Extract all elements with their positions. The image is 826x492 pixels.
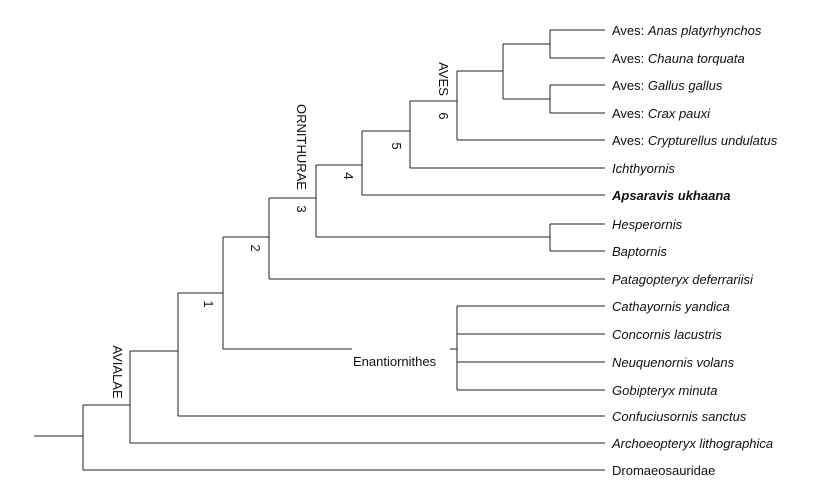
- node-numbers: 1 2 3 4 5 6: [201, 112, 451, 307]
- leaf-label: Cathayornis yandica: [612, 299, 730, 314]
- leaf-label: Concornis lacustris: [612, 327, 722, 342]
- clade-labels: AVIALAE ORNITHURAE AVES Enantiornithes: [110, 62, 451, 399]
- leaf-label-highlighted: Apsaravis ukhaana: [611, 188, 731, 203]
- node-number-1: 1: [201, 300, 216, 307]
- node-number-2: 2: [248, 244, 263, 251]
- leaf-label: Neuquenornis volans: [612, 355, 735, 370]
- leaf-label: Hesperornis: [612, 217, 683, 232]
- leaf-label: Aves: Anas platyrhynchos: [612, 23, 762, 38]
- leaf-label: Aves: Chauna torquata: [612, 51, 745, 66]
- leaf-label: Aves: Gallus gallus: [612, 78, 723, 93]
- clade-label-enantiornithes: Enantiornithes: [353, 354, 437, 369]
- node-number-6: 6: [436, 112, 451, 119]
- node-number-4: 4: [341, 172, 356, 179]
- tree-branches: [34, 29, 605, 471]
- clade-label-avialae: AVIALAE: [110, 345, 125, 399]
- node-number-5: 5: [389, 142, 404, 149]
- node-number-3: 3: [294, 205, 309, 212]
- leaf-label: Patagopteryx deferrariisi: [612, 272, 754, 287]
- leaf-label: Ichthyornis: [612, 161, 675, 176]
- leaf-label: Dromaeosauridae: [612, 463, 715, 478]
- clade-label-ornithurae: ORNITHURAE: [294, 104, 309, 190]
- leaf-label: Baptornis: [612, 244, 667, 259]
- leaf-label: Aves: Crypturellus undulatus: [612, 133, 778, 148]
- leaf-label: Archoeopteryx lithographica: [611, 436, 773, 451]
- leaf-label: Gobipteryx minuta: [612, 383, 718, 398]
- leaf-labels: Aves: Anas platyrhynchos Aves: Chauna to…: [611, 23, 778, 478]
- leaf-label: Confuciusornis sanctus: [612, 409, 747, 424]
- clade-label-aves: AVES: [436, 62, 451, 96]
- leaf-label: Aves: Crax pauxi: [612, 106, 711, 121]
